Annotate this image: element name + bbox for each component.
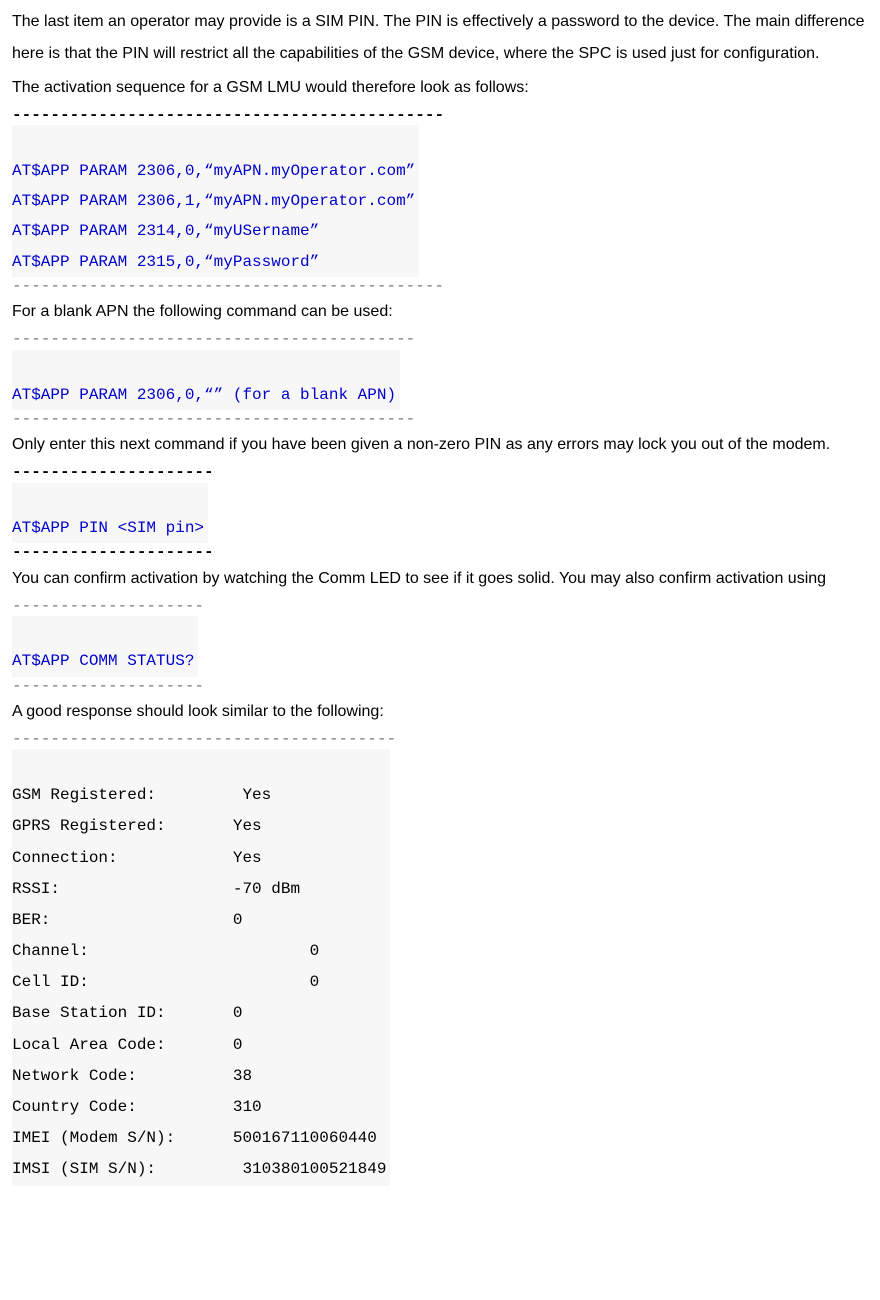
paragraph-sim-pin: The last item an operator may provide is…: [12, 6, 868, 70]
status-gprs-registered: GPRS Registered: Yes: [12, 817, 262, 835]
status-rssi: RSSI: -70 dBm: [12, 880, 300, 898]
code-sim-pin: AT$APP PIN <SIM pin>: [12, 483, 208, 544]
divider: ---------------------: [12, 543, 868, 562]
divider: ----------------------------------------…: [12, 330, 868, 349]
status-connection: Connection: Yes: [12, 849, 262, 867]
status-imei: IMEI (Modem S/N): 500167110060440: [12, 1129, 377, 1147]
code-activation-sequence: AT$APP PARAM 2306,0,“myAPN.myOperator.co…: [12, 125, 419, 277]
divider: ----------------------------------------…: [12, 106, 868, 125]
status-cell-id: Cell ID: 0: [12, 973, 319, 991]
status-gsm-registered: GSM Registered: Yes: [12, 786, 271, 804]
paragraph-good-response: A good response should look similar to t…: [12, 696, 868, 728]
divider: ----------------------------------------…: [12, 277, 868, 296]
status-imsi: IMSI (SIM S/N): 310380100521849: [12, 1160, 386, 1178]
code-comm-status: AT$APP COMM STATUS?: [12, 616, 198, 677]
status-local-area-code: Local Area Code: 0: [12, 1036, 242, 1054]
divider: --------------------: [12, 597, 868, 616]
paragraph-activation-intro: The activation sequence for a GSM LMU wo…: [12, 72, 868, 104]
code-blank-apn: AT$APP PARAM 2306,0,“” (for a blank APN): [12, 350, 400, 411]
comm-status-output: GSM Registered: Yes GPRS Registered: Yes…: [12, 749, 390, 1186]
status-network-code: Network Code: 38: [12, 1067, 252, 1085]
status-base-station-id: Base Station ID: 0: [12, 1004, 242, 1022]
status-country-code: Country Code: 310: [12, 1098, 262, 1116]
paragraph-confirm-activation: You can confirm activation by watching t…: [12, 563, 868, 595]
divider: ---------------------: [12, 463, 868, 482]
divider: ----------------------------------------: [12, 730, 868, 749]
paragraph-pin-warning: Only enter this next command if you have…: [12, 429, 868, 461]
paragraph-blank-apn: For a blank APN the following command ca…: [12, 296, 868, 328]
status-channel: Channel: 0: [12, 942, 319, 960]
divider: --------------------: [12, 677, 868, 696]
status-ber: BER: 0: [12, 911, 242, 929]
divider: ----------------------------------------…: [12, 410, 868, 429]
